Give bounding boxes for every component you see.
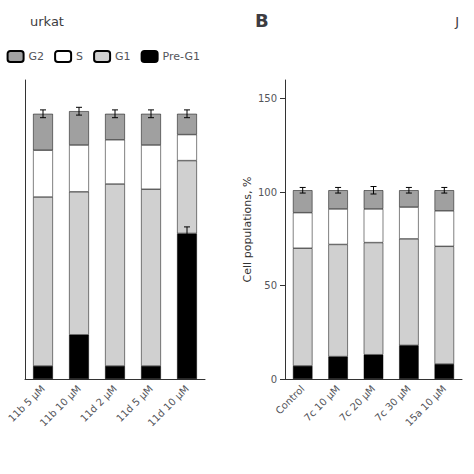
svg-text:0: 0 [271, 374, 277, 385]
svg-text:7c 10 μM: 7c 10 μM [302, 383, 342, 423]
svg-text:150: 150 [258, 93, 277, 104]
svg-text:urkat: urkat [30, 14, 64, 29]
svg-text:11d 2 μM: 11d 2 μM [78, 383, 119, 424]
svg-text:15a 10 μM: 15a 10 μM [403, 383, 448, 428]
svg-text:7c 30 μM: 7c 30 μM [372, 383, 413, 424]
svg-text:G2: G2 [29, 50, 45, 63]
svg-text:Pre-G1: Pre-G1 [163, 50, 200, 63]
svg-text:11b 10 μM: 11b 10 μM [38, 383, 83, 428]
svg-text:50: 50 [264, 280, 277, 291]
svg-text:7c 20 μM: 7c 20 μM [337, 383, 377, 423]
svg-text:Cell populations, %: Cell populations, % [241, 177, 254, 283]
svg-text:G1: G1 [115, 50, 131, 63]
svg-text:Control: Control [273, 383, 306, 416]
svg-text:S: S [76, 50, 83, 63]
svg-text:11d 5 μM: 11d 5 μM [114, 383, 155, 424]
svg-text:11d 10 μM: 11d 10 μM [146, 383, 191, 428]
svg-text:11b 5 μM: 11b 5 μM [6, 383, 47, 424]
svg-text:100: 100 [258, 187, 277, 198]
svg-text:B: B [255, 10, 269, 31]
svg-text:J: J [454, 14, 459, 29]
